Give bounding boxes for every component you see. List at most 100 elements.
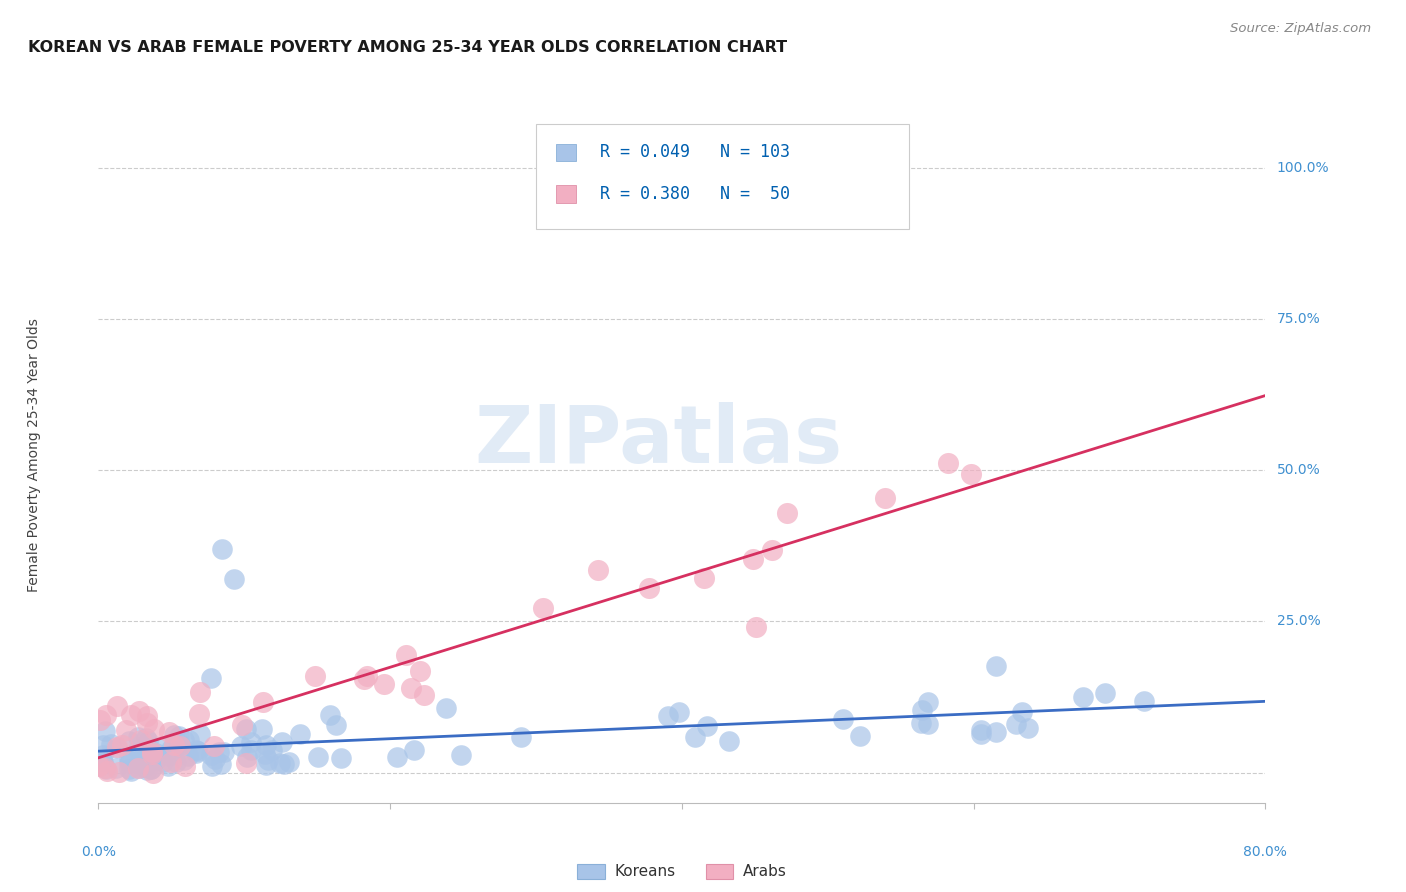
Point (152, 739, 174, 753)
Point (91, 748, 114, 763)
Point (165, 755, 187, 769)
Point (163, 738, 186, 752)
Point (404, 743, 426, 757)
Point (200, 671, 222, 685)
Point (129, 752, 152, 766)
Point (190, 685, 212, 699)
Point (169, 738, 191, 752)
Point (141, 762, 163, 776)
Point (1004, 717, 1026, 731)
Text: Source: ZipAtlas.com: Source: ZipAtlas.com (1230, 22, 1371, 36)
Point (118, 734, 141, 748)
Point (167, 737, 190, 751)
Point (94, 762, 117, 776)
Point (136, 734, 159, 748)
Point (188, 727, 211, 741)
Point (917, 694, 939, 708)
Point (222, 572, 245, 586)
Text: KOREAN VS ARAB FEMALE POVERTY AMONG 25-34 YEAR OLDS CORRELATION CHART: KOREAN VS ARAB FEMALE POVERTY AMONG 25-3… (28, 40, 787, 55)
Point (434, 701, 457, 715)
Point (970, 727, 993, 741)
Point (510, 730, 533, 744)
Point (319, 708, 342, 723)
Point (1011, 705, 1033, 719)
Point (91, 738, 114, 752)
Point (1017, 721, 1039, 735)
Point (89, 714, 111, 728)
Point (142, 765, 165, 780)
Point (187, 744, 209, 758)
Point (141, 745, 163, 759)
Point (235, 722, 257, 736)
Point (395, 648, 418, 662)
Point (253, 747, 276, 761)
Point (240, 743, 263, 757)
Point (910, 703, 932, 717)
Point (910, 716, 932, 731)
Point (214, 746, 236, 760)
Point (91, 755, 114, 769)
Point (89, 759, 111, 773)
Point (173, 758, 195, 772)
Point (204, 752, 226, 766)
Point (201, 759, 224, 773)
Point (260, 743, 283, 757)
Point (115, 723, 138, 737)
Point (668, 705, 690, 719)
Point (127, 730, 149, 744)
Text: 0.0%: 0.0% (82, 845, 115, 858)
Point (169, 739, 191, 753)
Point (186, 742, 208, 756)
Point (111, 738, 134, 752)
Point (269, 756, 291, 771)
Point (159, 742, 181, 756)
Text: Female Poverty Among 25-34 Year Olds: Female Poverty Among 25-34 Year Olds (27, 318, 41, 592)
Point (373, 677, 395, 691)
Point (100, 737, 122, 751)
Point (252, 695, 274, 709)
Point (141, 747, 163, 761)
Point (693, 571, 716, 585)
Point (741, 552, 763, 566)
Point (157, 725, 180, 739)
Text: 75.0%: 75.0% (1277, 312, 1320, 326)
FancyBboxPatch shape (555, 144, 576, 161)
Point (135, 731, 157, 745)
Point (202, 739, 225, 753)
Point (128, 761, 150, 775)
Point (696, 719, 718, 733)
Point (127, 761, 149, 775)
Point (1071, 690, 1094, 705)
Point (873, 491, 896, 505)
Point (399, 681, 422, 695)
Point (211, 541, 233, 556)
Point (353, 672, 375, 686)
Point (176, 749, 198, 764)
Point (135, 748, 157, 763)
Point (118, 762, 141, 776)
Point (235, 756, 257, 771)
Point (184, 746, 207, 760)
Point (145, 746, 167, 760)
Point (356, 669, 378, 683)
Point (1094, 685, 1116, 699)
Point (761, 542, 783, 557)
Point (200, 747, 222, 762)
Point (718, 733, 741, 747)
Point (105, 739, 128, 754)
Point (157, 748, 180, 763)
Point (240, 735, 263, 749)
Point (831, 712, 853, 726)
Point (413, 688, 436, 702)
Text: 100.0%: 100.0% (1277, 161, 1329, 175)
Point (96, 708, 118, 723)
Point (533, 600, 555, 615)
Point (188, 707, 211, 722)
Point (638, 581, 661, 595)
Point (120, 707, 142, 722)
Point (848, 730, 870, 744)
Point (173, 733, 195, 747)
Point (152, 755, 174, 769)
Point (745, 620, 768, 634)
Text: ZIPatlas: ZIPatlas (474, 402, 842, 480)
